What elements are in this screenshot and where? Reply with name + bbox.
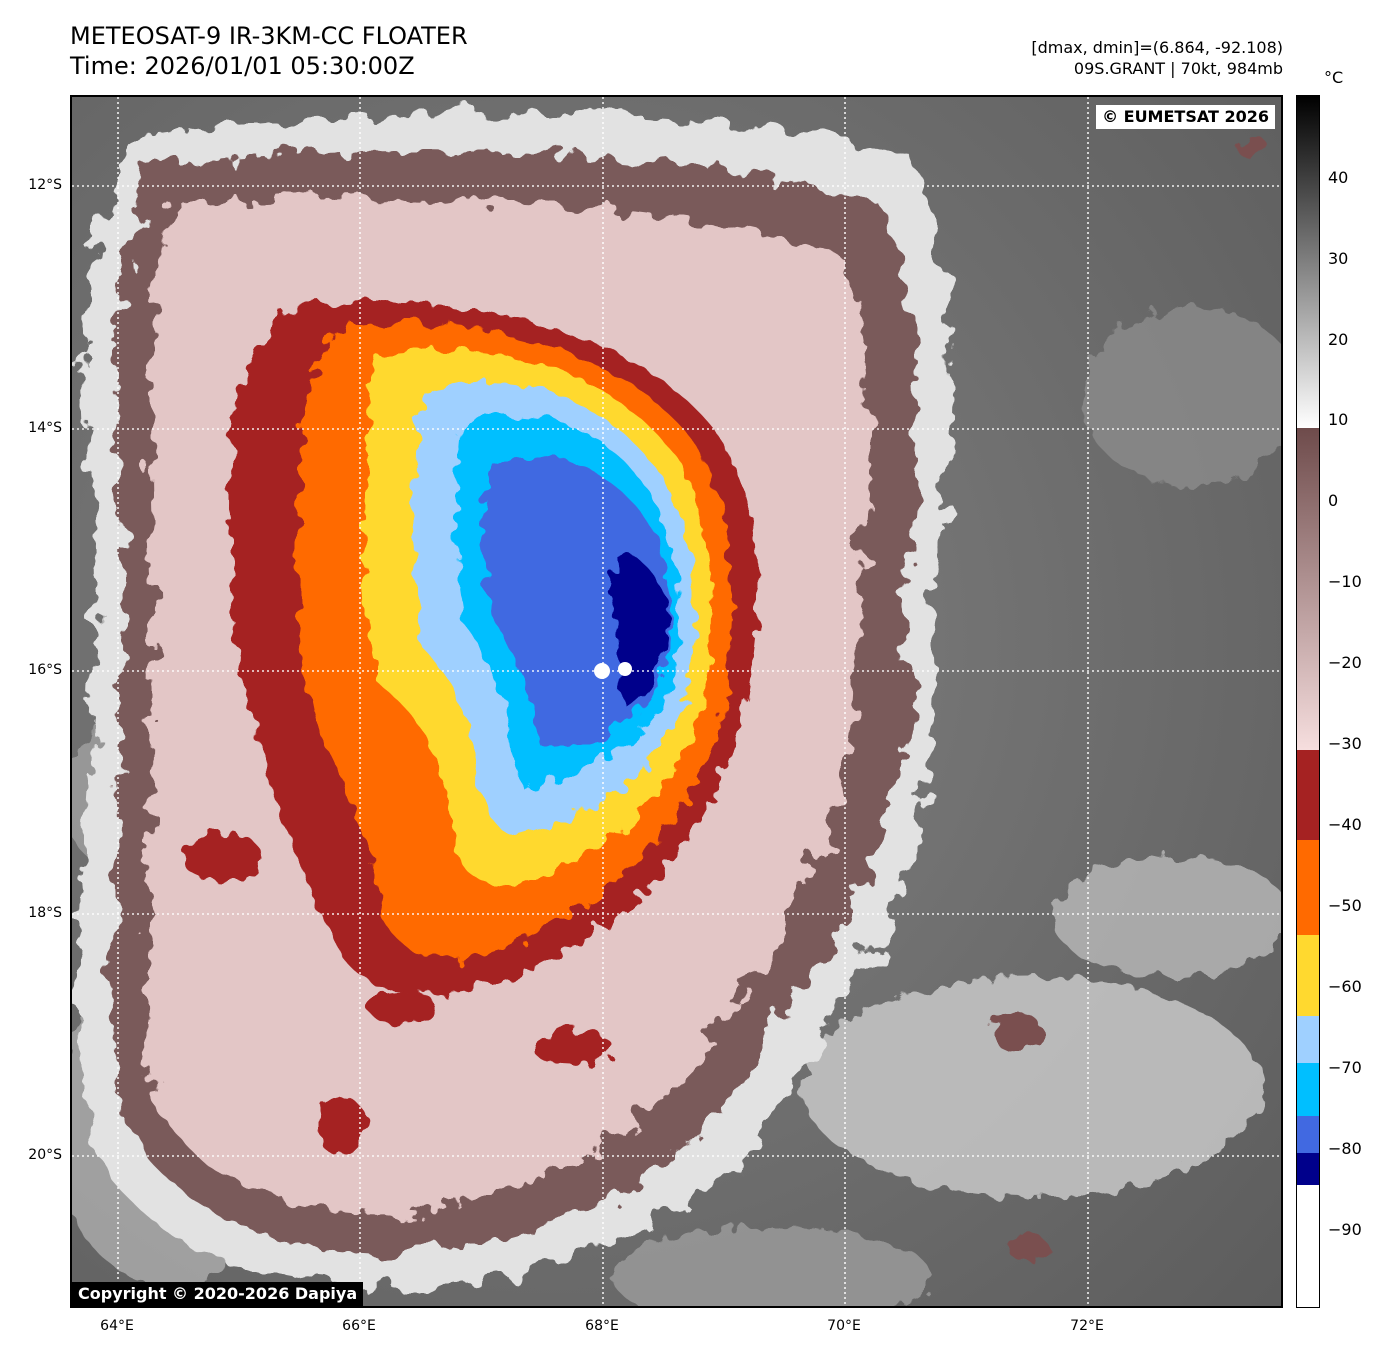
colorbar-unit: °C <box>1324 68 1344 87</box>
colorbar-tick: 20 <box>1328 330 1349 349</box>
lat-label: 16°S <box>28 662 62 678</box>
colorbar-tick: −20 <box>1328 653 1362 672</box>
colorbar-tick: −90 <box>1328 1220 1362 1239</box>
colorbar-tick: 30 <box>1328 249 1349 268</box>
lat-label: 14°S <box>28 420 62 436</box>
colorbar-tick: −30 <box>1328 734 1362 753</box>
colorbar <box>1296 95 1320 1308</box>
lon-label: 72°E <box>1070 1318 1104 1334</box>
timestamp: Time: 2026/01/01 05:30:00Z <box>70 52 415 80</box>
colorbar-tick: −60 <box>1328 977 1362 996</box>
colorbar-tick: −70 <box>1328 1058 1362 1077</box>
storm-info: 09S.GRANT | 70kt, 984mb <box>1073 59 1283 78</box>
product-title: METEOSAT-9 IR-3KM-CC FLOATER <box>70 22 468 50</box>
eumetsat-watermark: © EUMETSAT 2026 <box>1096 105 1275 129</box>
colorbar-tick: −50 <box>1328 896 1362 915</box>
lat-lon-grid <box>72 97 1281 1306</box>
satellite-image: © EUMETSAT 2026 <box>70 95 1283 1308</box>
colorbar-tick: 10 <box>1328 410 1349 429</box>
colorbar-tick: −80 <box>1328 1139 1362 1158</box>
colorbar-tick: 40 <box>1328 168 1349 187</box>
ir-imagery <box>72 97 1281 1306</box>
colorbar-tick: −10 <box>1328 572 1362 591</box>
colorbar-gradient <box>1297 96 1319 1307</box>
colorbar-tick: −40 <box>1328 815 1362 834</box>
lat-label: 20°S <box>28 1147 62 1163</box>
lon-label: 64°E <box>100 1318 134 1334</box>
lon-label: 68°E <box>585 1318 619 1334</box>
data-range: [dmax, dmin]=(6.864, -92.108) <box>1031 38 1283 57</box>
colorbar-tick: 0 <box>1328 491 1339 510</box>
lat-label: 18°S <box>28 905 62 921</box>
lon-label: 70°E <box>827 1318 861 1334</box>
lat-label: 12°S <box>28 177 62 193</box>
copyright-badge: Copyright © 2020-2026 Dapiya <box>72 1282 364 1306</box>
lon-label: 66°E <box>342 1318 376 1334</box>
